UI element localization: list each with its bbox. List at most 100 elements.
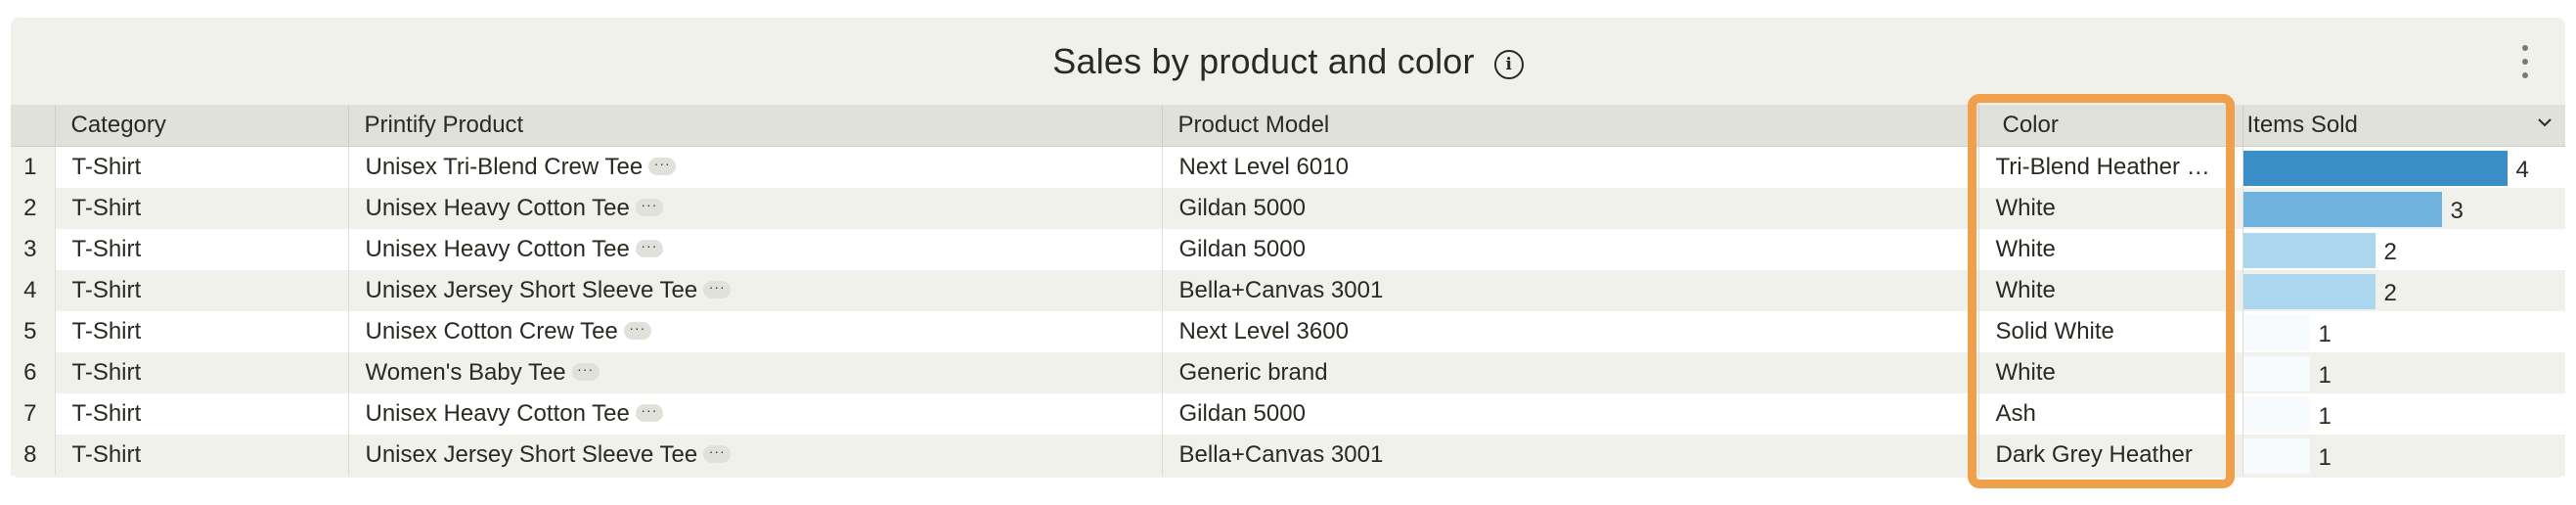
column-header-category[interactable]: Category xyxy=(54,105,348,147)
items-sold-bar xyxy=(2243,233,2376,268)
cell-category-text: T-Shirt xyxy=(71,277,142,303)
cell-model: Gildan 5000 xyxy=(1161,229,1978,270)
row-index: 8 xyxy=(11,435,55,476)
items-sold-bar xyxy=(2243,438,2310,474)
column-header-items-sold[interactable]: Items Sold xyxy=(2242,105,2565,147)
table-row[interactable]: 8 T-Shirt Unisex Jersey Short Sleeve Tee ··… xyxy=(11,435,2565,476)
cell-color-text: White xyxy=(1995,359,2056,386)
column-header-product[interactable]: Printify Product xyxy=(347,105,1162,147)
cell-color-text: Dark Grey Heather xyxy=(1995,441,2193,468)
info-circle-icon[interactable]: i xyxy=(1493,50,1524,79)
table-row[interactable]: 2 T-Shirt Unisex Heavy Cotton Tee ··· Gildan… xyxy=(11,188,2565,229)
items-sold-value: 3 xyxy=(2450,198,2464,224)
cell-color-text: White xyxy=(1995,236,2056,262)
row-index: 7 xyxy=(11,393,55,435)
cell-model-text: Bella+Canvas 3001 xyxy=(1178,277,1384,303)
cell-color: Tri-Blend Heather … xyxy=(1977,146,2243,188)
cell-color: White xyxy=(1977,352,2243,393)
items-sold-bar xyxy=(2243,397,2310,433)
cell-items-sold: 1 xyxy=(2242,352,2565,393)
items-sold-value: 2 xyxy=(2383,239,2397,265)
sales-widget: Sales by product and color i Category Pr… xyxy=(11,18,2565,478)
widget-title: Sales by product and color xyxy=(1052,41,1475,81)
cell-model-text: Gildan 5000 xyxy=(1178,236,1306,262)
row-index-text: 7 xyxy=(23,400,37,427)
row-index: 1 xyxy=(11,146,55,188)
table-header-row: Category Printify Product Product Model … xyxy=(11,105,2565,147)
row-index-text: 4 xyxy=(23,277,37,303)
cell-items-sold: 2 xyxy=(2242,229,2565,270)
more-options-pill[interactable]: ··· xyxy=(703,444,732,463)
cell-items-sold: 4 xyxy=(2242,146,2565,188)
cell-category: T-Shirt xyxy=(54,352,348,393)
more-options-pill[interactable]: ··· xyxy=(635,403,663,422)
row-index-text: 3 xyxy=(23,236,37,262)
cell-color-text: Solid White xyxy=(1995,318,2114,344)
row-index-text: 2 xyxy=(23,195,37,221)
cell-product: Women's Baby Tee ··· xyxy=(347,352,1162,393)
cell-items-sold: 1 xyxy=(2242,393,2565,435)
items-sold-value: 2 xyxy=(2383,280,2397,306)
cell-items-sold: 2 xyxy=(2242,270,2565,311)
items-sold-value: 1 xyxy=(2318,321,2332,347)
more-options-pill[interactable]: ··· xyxy=(635,198,663,216)
cell-category: T-Shirt xyxy=(54,188,348,229)
row-index-header xyxy=(11,105,55,147)
items-sold-bar xyxy=(2243,274,2376,309)
items-sold-bar xyxy=(2243,356,2310,391)
cell-model: Next Level 6010 xyxy=(1161,146,1978,188)
chevron-down-icon[interactable] xyxy=(2538,115,2552,129)
items-sold-value: 1 xyxy=(2318,403,2332,430)
cell-category-text: T-Shirt xyxy=(71,318,142,344)
cell-product-text: Unisex Cotton Crew Tee xyxy=(365,318,618,344)
cell-model-text: Generic brand xyxy=(1178,359,1328,386)
cell-product-text: Women's Baby Tee xyxy=(365,359,566,386)
table-row[interactable]: 6 T-Shirt Women's Baby Tee ··· Generic brand… xyxy=(11,352,2565,393)
more-options-pill[interactable]: ··· xyxy=(648,157,677,175)
cell-category: T-Shirt xyxy=(54,146,348,188)
cell-product-text: Unisex Heavy Cotton Tee xyxy=(365,236,630,262)
cell-color: White xyxy=(1977,270,2243,311)
cell-model: Bella+Canvas 3001 xyxy=(1161,435,1978,476)
cell-color-text: White xyxy=(1995,195,2056,221)
cell-product: Unisex Heavy Cotton Tee ··· xyxy=(347,229,1162,270)
more-options-pill[interactable]: ··· xyxy=(571,362,600,381)
more-options-pill[interactable]: ··· xyxy=(635,239,663,257)
table-row[interactable]: 4 T-Shirt Unisex Jersey Short Sleeve Tee ··… xyxy=(11,270,2565,311)
column-header-model[interactable]: Product Model xyxy=(1161,105,1978,147)
row-index-text: 8 xyxy=(23,441,37,468)
cell-category-text: T-Shirt xyxy=(71,195,142,221)
row-index-text: 6 xyxy=(23,359,37,386)
row-index: 2 xyxy=(11,188,55,229)
cell-product-text: Unisex Jersey Short Sleeve Tee xyxy=(365,441,698,468)
cell-category-text: T-Shirt xyxy=(71,441,142,468)
kebab-vertical-icon[interactable] xyxy=(2520,45,2530,78)
cell-model: Gildan 5000 xyxy=(1161,188,1978,229)
cell-category: T-Shirt xyxy=(54,311,348,352)
cell-items-sold: 1 xyxy=(2242,311,2565,352)
items-sold-bar xyxy=(2243,192,2442,227)
cell-model-text: Bella+Canvas 3001 xyxy=(1178,441,1384,468)
column-header-color[interactable]: Color xyxy=(1977,105,2243,147)
items-sold-bar xyxy=(2243,151,2508,186)
more-options-pill[interactable]: ··· xyxy=(623,321,651,340)
table-row[interactable]: 1 T-Shirt Unisex Tri-Blend Crew Tee ··· Next… xyxy=(11,146,2565,188)
items-sold-bar xyxy=(2243,315,2310,350)
cell-model: Next Level 3600 xyxy=(1161,311,1978,352)
table-row[interactable]: 3 T-Shirt Unisex Heavy Cotton Tee ··· Gildan… xyxy=(11,229,2565,270)
table-row[interactable]: 5 T-Shirt Unisex Cotton Crew Tee ··· Next Le… xyxy=(11,311,2565,352)
more-options-pill[interactable]: ··· xyxy=(703,280,732,298)
cell-color-text: Tri-Blend Heather … xyxy=(1995,154,2210,180)
cell-category-text: T-Shirt xyxy=(71,154,142,180)
sales-table: Category Printify Product Product Model … xyxy=(11,105,2565,476)
cell-category: T-Shirt xyxy=(54,393,348,435)
cell-color: White xyxy=(1977,229,2243,270)
cell-product: Unisex Cotton Crew Tee ··· xyxy=(347,311,1162,352)
items-sold-value: 1 xyxy=(2318,362,2332,389)
table-row[interactable]: 7 T-Shirt Unisex Heavy Cotton Tee ··· Gildan… xyxy=(11,393,2565,435)
cell-category-text: T-Shirt xyxy=(71,400,142,427)
row-index-text: 1 xyxy=(23,154,37,180)
cell-model-text: Next Level 6010 xyxy=(1178,154,1349,180)
cell-product: Unisex Jersey Short Sleeve Tee ··· xyxy=(347,435,1162,476)
cell-model: Bella+Canvas 3001 xyxy=(1161,270,1978,311)
